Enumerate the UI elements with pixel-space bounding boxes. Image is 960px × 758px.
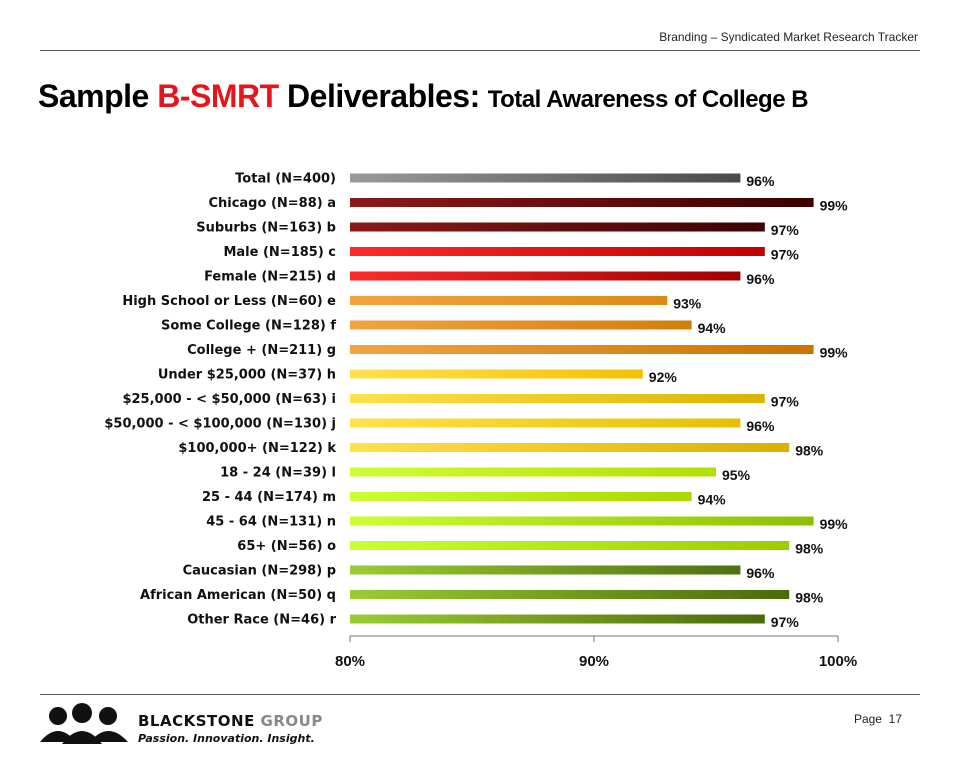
value-label: 97% [771,614,800,630]
value-label: 94% [698,492,727,508]
brand-name: BLACKSTONE GROUP [138,712,323,730]
category-label: Suburbs (N=163) b [196,221,336,236]
title-part-bsmrt: B-SMRT [157,78,279,114]
category-label: $50,000 - < $100,000 (N=130) j [104,417,336,432]
value-label: 98% [795,590,824,606]
tracker-header: Branding – Syndicated Market Research Tr… [659,30,918,44]
people-logo-icon [40,703,128,744]
bars-layer: Total (N=400) 96% Chicago (N=88) a 99% Subur… [104,172,848,631]
category-label: Male (N=185) c [223,245,336,260]
category-label: College + (N=211) g [187,343,336,358]
bar [350,296,668,305]
category-label: $100,000+ (N=122) k [178,441,336,456]
bar [350,541,790,550]
category-label: 25 - 44 (N=174) m [202,490,336,505]
category-label: Under $25,000 (N=37) h [158,368,336,383]
page-number: Page 17 [854,712,902,726]
category-label: 18 - 24 (N=39) l [220,466,336,481]
value-label: 92% [649,369,678,385]
value-label: 97% [771,222,800,238]
bar [350,222,765,232]
x-axis: 80% 90% 100% [335,635,857,670]
top-divider [40,50,920,51]
value-label: 99% [820,345,849,361]
x-tick-label: 90% [579,653,609,670]
x-tick-label: 80% [335,653,365,670]
value-label: 95% [722,467,751,483]
category-label: 45 - 64 (N=131) n [206,515,336,530]
bar [350,345,814,354]
bar [350,394,765,403]
value-label: 96% [746,565,775,581]
title-subtitle: Total Awareness of College B [487,86,809,113]
category-label: Total (N=400) [235,172,336,187]
page-title: Sample B-SMRT Deliverables: Total Awarene… [38,78,809,115]
category-label: High School or Less (N=60) e [122,294,336,309]
value-label: 98% [795,541,824,557]
bar [350,247,765,256]
value-label: 96% [746,173,775,189]
value-label: 99% [820,198,849,214]
page-value: 17 [888,712,902,726]
bar [350,443,790,452]
value-label: 97% [771,247,800,263]
category-label: 65+ (N=56) o [237,539,336,554]
bar [350,320,692,330]
brand-main: BLACKSTONE [138,712,255,730]
bar [350,467,716,477]
category-label: Some College (N=128) f [161,319,336,334]
category-label: Caucasian (N=298) p [183,564,336,579]
value-label: 97% [771,394,800,410]
category-label: $25,000 - < $50,000 (N=63) i [122,392,336,407]
category-label: Chicago (N=88) a [208,196,336,211]
bar [350,418,741,428]
category-label: Female (N=215) d [204,270,336,285]
bar [350,565,741,575]
title-part-deliverables: Deliverables: [278,78,480,114]
x-tick-label: 100% [819,653,857,670]
value-label: 96% [746,418,775,434]
category-label: Other Race (N=46) r [187,613,336,628]
blackstone-logo: BLACKSTONE GROUP Passion. Innovation. In… [38,702,322,752]
bar [350,590,790,599]
bar [350,173,741,183]
bar [350,516,814,526]
bar [350,369,643,379]
value-label: 98% [795,443,824,459]
awareness-bar-chart: Total (N=400) 96% Chicago (N=88) a 99% Subur… [104,172,857,671]
value-label: 99% [820,516,849,532]
brand-tagline: Passion. Innovation. Insight. [138,732,315,745]
value-label: 93% [673,296,702,312]
page-label: Page [853,712,882,726]
bar [350,614,765,624]
category-label: African American (N=50) q [140,588,336,603]
bar [350,492,692,501]
bar [350,271,741,281]
title-part-sample: Sample [38,78,158,114]
value-label: 96% [746,271,775,287]
bottom-divider [40,694,920,695]
bar [350,198,814,207]
brand-group: GROUP [254,712,323,730]
value-label: 94% [698,320,727,336]
